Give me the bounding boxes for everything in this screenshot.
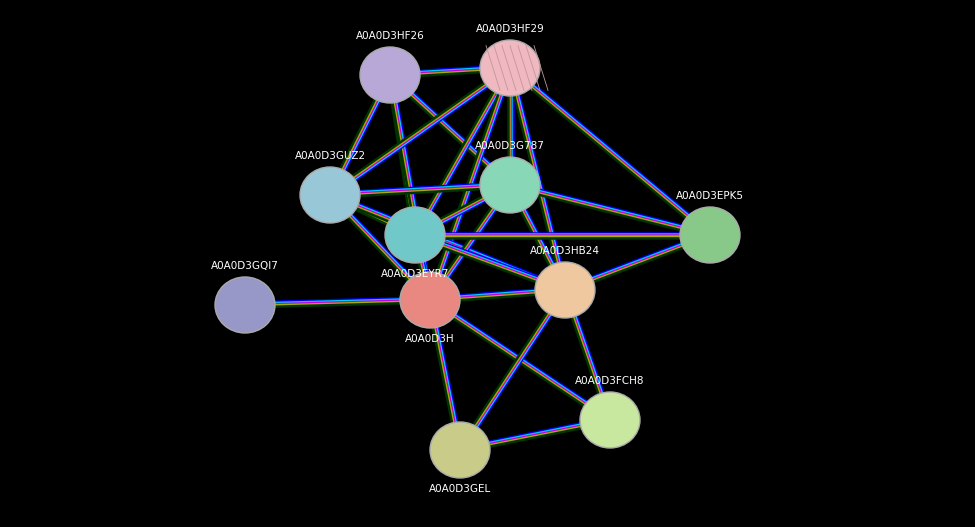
Text: A0A0D3EPK5: A0A0D3EPK5: [676, 191, 744, 201]
Text: A0A0D3HF29: A0A0D3HF29: [476, 24, 544, 34]
Ellipse shape: [680, 207, 740, 263]
Ellipse shape: [580, 392, 640, 448]
Text: A0A0D3EYR7: A0A0D3EYR7: [381, 269, 449, 279]
Text: A0A0D3GUZ2: A0A0D3GUZ2: [294, 151, 366, 161]
Text: A0A0D3GQI7: A0A0D3GQI7: [211, 261, 279, 271]
Text: A0A0D3HB24: A0A0D3HB24: [530, 246, 600, 256]
Text: A0A0D3H: A0A0D3H: [406, 334, 454, 344]
Ellipse shape: [480, 157, 540, 213]
Text: A0A0D3G787: A0A0D3G787: [475, 141, 545, 151]
Ellipse shape: [300, 167, 360, 223]
Ellipse shape: [430, 422, 490, 478]
Ellipse shape: [215, 277, 275, 333]
Ellipse shape: [360, 47, 420, 103]
Ellipse shape: [385, 207, 445, 263]
Text: A0A0D3GEL: A0A0D3GEL: [429, 484, 491, 494]
Text: A0A0D3FCH8: A0A0D3FCH8: [575, 376, 644, 386]
Ellipse shape: [480, 40, 540, 96]
Ellipse shape: [535, 262, 595, 318]
Text: A0A0D3HF26: A0A0D3HF26: [356, 31, 424, 41]
Ellipse shape: [400, 272, 460, 328]
